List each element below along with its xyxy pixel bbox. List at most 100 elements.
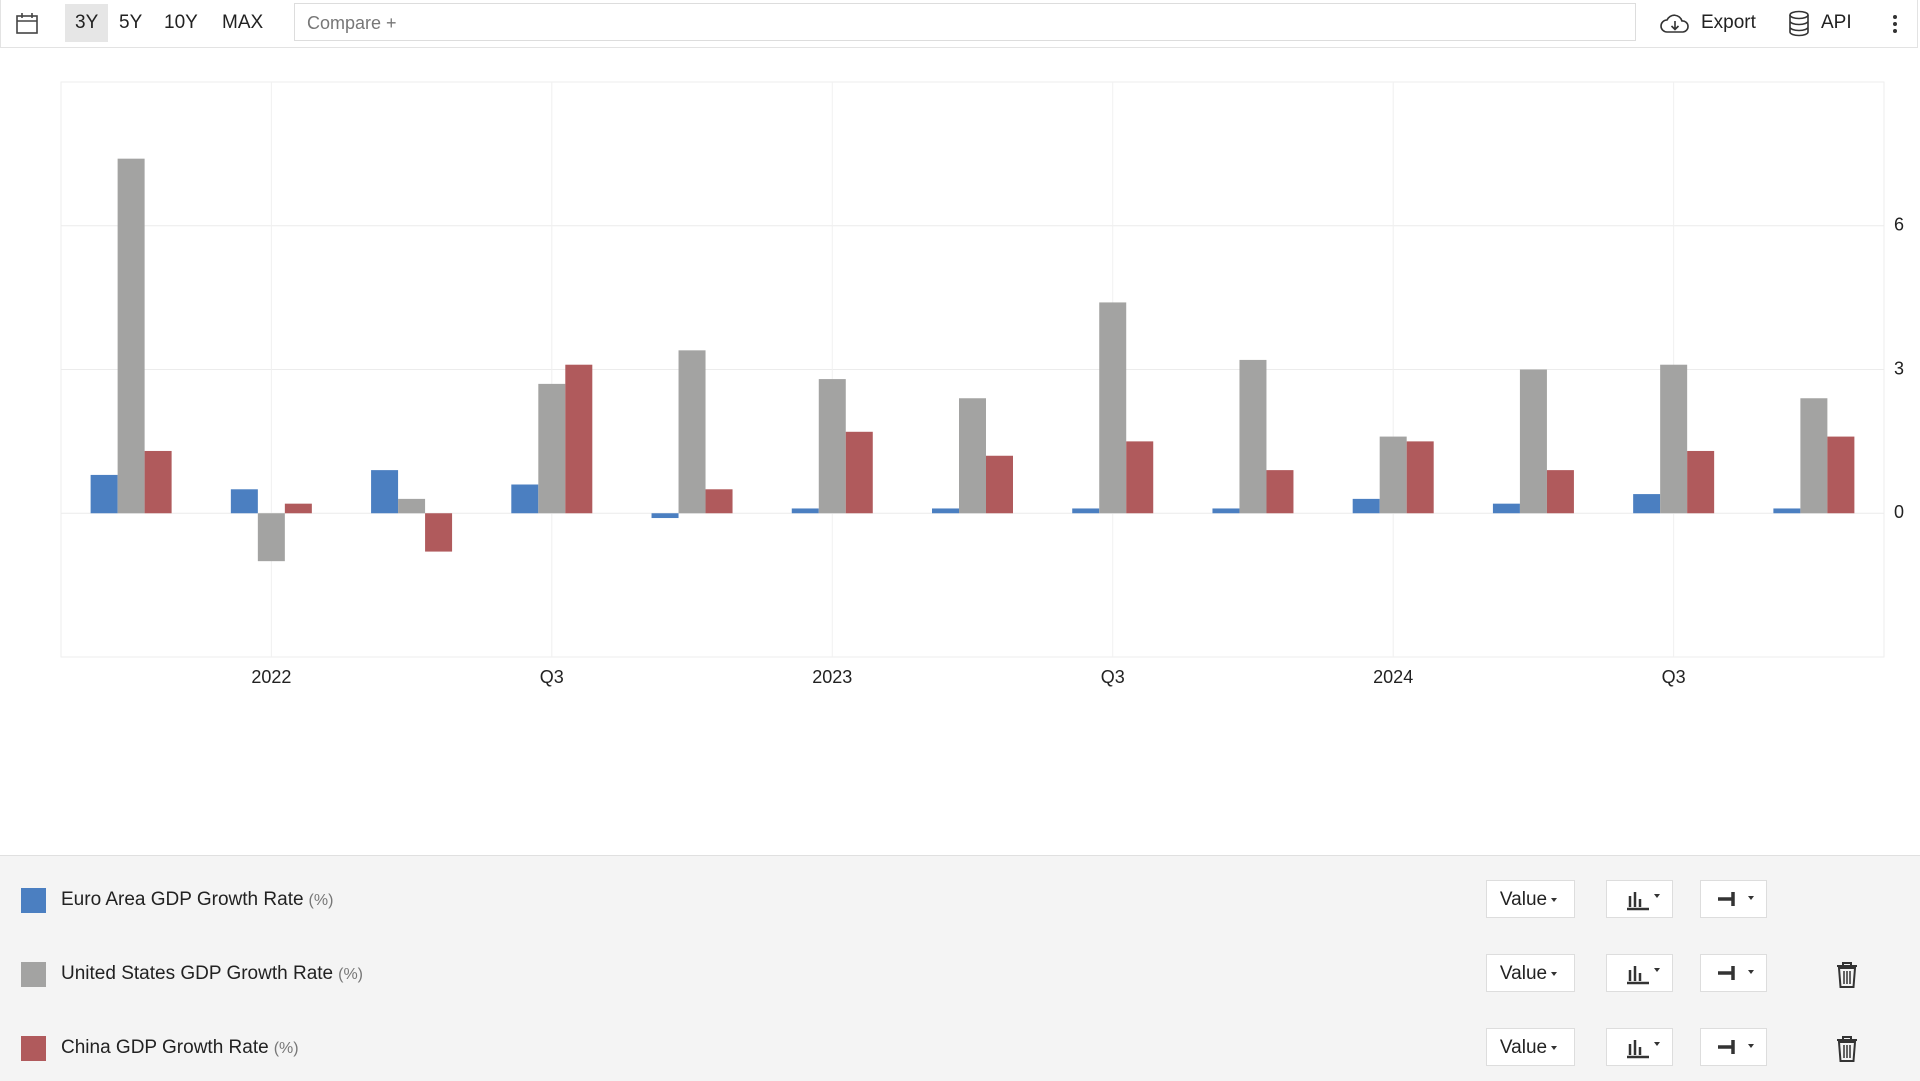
bar-type-icon: [1626, 966, 1660, 985]
bar: [398, 498, 426, 514]
calendar-icon[interactable]: [15, 12, 39, 36]
y-tick-label: 6: [1894, 215, 1904, 235]
bar: [117, 158, 145, 514]
legend-row: United States GDP Growth Rate (%) Value: [0, 944, 1920, 1004]
delete-button[interactable]: [1834, 961, 1860, 994]
range-button[interactable]: 5Y: [119, 12, 143, 33]
bar: [1773, 508, 1801, 514]
bar: [230, 489, 258, 514]
bar-type-icon: [1626, 892, 1660, 911]
bar: [1800, 398, 1828, 514]
bar: [90, 474, 118, 514]
bar: [1239, 359, 1267, 514]
range-button[interactable]: 10Y: [164, 12, 198, 33]
bar-type-icon: [1626, 1040, 1660, 1059]
axis-dropdown[interactable]: [1700, 880, 1767, 918]
bar: [791, 508, 819, 514]
mode-dropdown[interactable]: Value: [1486, 1028, 1575, 1066]
series-unit: (%): [308, 892, 334, 909]
x-tick-label: 2022: [251, 667, 291, 687]
x-tick-label: Q3: [1662, 667, 1686, 687]
bar: [284, 503, 312, 514]
bar: [1212, 508, 1240, 514]
bar: [1099, 302, 1127, 514]
x-tick-label: Q3: [540, 667, 564, 687]
toolbar: 3Y 5Y 10Y MAX Compare + Export API: [0, 0, 1918, 48]
bar: [705, 489, 733, 514]
bar: [538, 383, 566, 514]
series-name: Euro Area GDP Growth Rate: [61, 889, 304, 910]
caret: [1551, 1046, 1558, 1050]
legend-swatch: [21, 888, 46, 913]
bar: [1352, 498, 1380, 514]
series-unit: (%): [338, 966, 363, 983]
caret: [1551, 972, 1558, 976]
bar: [1660, 364, 1688, 514]
bar: [144, 450, 172, 514]
bar: [1827, 436, 1855, 514]
menu-icon[interactable]: [1889, 12, 1901, 36]
bar: [1406, 441, 1434, 514]
delete-button[interactable]: [1834, 1035, 1860, 1068]
cloud-icon[interactable]: [1659, 12, 1691, 36]
mode-label: Value: [1499, 889, 1548, 910]
range-button[interactable]: MAX: [222, 12, 264, 33]
bar: [986, 455, 1013, 514]
bar: [1379, 436, 1407, 514]
bar: [565, 364, 593, 514]
trash-icon: [1837, 962, 1857, 988]
bar: [371, 470, 399, 514]
bar: [1687, 450, 1715, 514]
chart-type-dropdown[interactable]: [1606, 954, 1673, 992]
x-tick-label: 2023: [812, 667, 852, 687]
database-icon[interactable]: [1787, 10, 1811, 38]
export-button[interactable]: Export: [1701, 12, 1756, 33]
trash-icon: [1837, 1036, 1857, 1062]
bar: [1266, 470, 1294, 514]
chart: 0 3 6 2022 Q3 2023 Q3 2024 Q3: [60, 81, 1904, 687]
x-tick-label: 2024: [1373, 667, 1413, 687]
mode-label: Value: [1499, 963, 1548, 984]
chart-type-dropdown[interactable]: [1606, 880, 1673, 918]
bar: [959, 398, 986, 514]
bar: [651, 513, 679, 519]
y-tick-label: 3: [1894, 358, 1904, 378]
axis-icon: [1717, 966, 1754, 980]
legend-row: Euro Area GDP Growth Rate (%) Value: [0, 870, 1920, 930]
bar: [1126, 441, 1154, 514]
legend-row: China GDP Growth Rate (%) Value: [0, 1018, 1920, 1078]
bar: [1633, 494, 1661, 514]
x-tick-label: Q3: [1101, 667, 1125, 687]
series-unit: (%): [273, 1040, 299, 1057]
mode-dropdown[interactable]: Value: [1486, 954, 1575, 992]
api-button[interactable]: API: [1821, 12, 1852, 33]
legend-swatch: [21, 1036, 46, 1061]
axis-dropdown[interactable]: [1700, 954, 1767, 992]
bar: [511, 484, 539, 514]
bar: [425, 513, 453, 552]
bar: [818, 379, 846, 514]
axis-dropdown[interactable]: [1700, 1028, 1767, 1066]
series-name: China GDP Growth Rate: [61, 1037, 269, 1058]
bar: [1519, 369, 1547, 514]
bar: [932, 508, 959, 514]
compare-input[interactable]: Compare +: [294, 3, 1636, 41]
bar: [257, 513, 285, 562]
chart-type-dropdown[interactable]: [1606, 1028, 1673, 1066]
axis-icon: [1717, 1040, 1754, 1054]
bar: [1546, 470, 1574, 514]
legend-label: United States GDP Growth Rate (%): [61, 963, 363, 985]
axis-icon: [1717, 892, 1754, 906]
legend-panel: Euro Area GDP Growth Rate (%) Value United …: [0, 855, 1920, 1081]
range-button[interactable]: 3Y: [65, 4, 109, 42]
caret: [1551, 898, 1558, 902]
legend-label: China GDP Growth Rate (%): [61, 1037, 299, 1059]
mode-dropdown[interactable]: Value: [1486, 880, 1575, 918]
bar: [1072, 508, 1100, 514]
bar: [1492, 503, 1520, 514]
mode-label: Value: [1499, 1037, 1548, 1058]
bar: [678, 350, 706, 514]
legend-swatch: [21, 962, 46, 987]
bar: [845, 431, 873, 514]
